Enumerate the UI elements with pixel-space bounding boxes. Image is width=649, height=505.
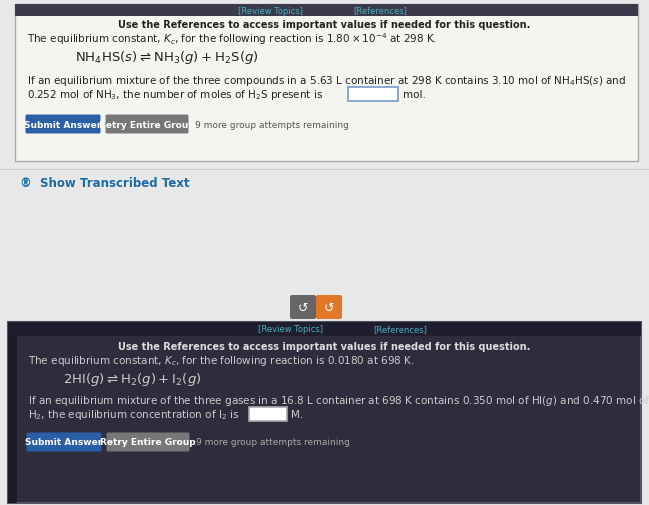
Text: [Review Topics]: [Review Topics] [238,7,302,16]
FancyBboxPatch shape [27,433,101,451]
Bar [8,322,641,503]
Bar [15,5,638,162]
Text: Submit Answer: Submit Answer [25,120,102,129]
Bar [15,5,638,17]
Text: ↺: ↺ [298,301,308,314]
Text: The equilibrium constant, $K_c$, for the following reaction is $1.80 \times 10^{: The equilibrium constant, $K_c$, for the… [27,31,437,47]
Text: Retry Entire Group: Retry Entire Group [100,438,196,446]
Text: $\mathrm{NH_4HS}(s) \rightleftharpoons \mathrm{NH_3}(g) + \mathrm{H_2S}(g)$: $\mathrm{NH_4HS}(s) \rightleftharpoons \… [75,48,259,65]
Text: ®  Show Transcribed Text: ® Show Transcribed Text [20,176,190,189]
Text: [References]: [References] [353,7,407,16]
Text: [Review Topics]: [Review Topics] [258,325,323,334]
Text: If an equilibrium mixture of the three compounds in a 5.63 L container at 298 K : If an equilibrium mixture of the three c… [27,74,626,88]
Bar [8,322,17,503]
Text: 9 more group attempts remaining: 9 more group attempts remaining [195,120,349,129]
Text: Use the References to access important values if needed for this question.: Use the References to access important v… [118,341,531,351]
Text: The equilibrium constant, $K_c$, for the following reaction is 0.0180 at 698 K.: The equilibrium constant, $K_c$, for the… [28,354,415,367]
Bar [348,88,398,102]
Text: 9 more group attempts remaining: 9 more group attempts remaining [196,438,350,446]
FancyBboxPatch shape [25,115,101,134]
Text: ↺: ↺ [324,301,334,314]
FancyBboxPatch shape [106,115,188,134]
Text: [References]: [References] [373,325,427,334]
Text: Use the References to access important values if needed for this question.: Use the References to access important v… [118,20,531,30]
Bar [249,407,287,421]
Text: Retry Entire Group: Retry Entire Group [99,120,195,129]
Text: mol.: mol. [403,90,426,100]
Text: H$_2$, the equilibrium concentration of I$_2$ is: H$_2$, the equilibrium concentration of … [28,407,239,421]
Text: If an equilibrium mixture of the three gases in a 16.8 L container at 698 K cont: If an equilibrium mixture of the three g… [28,393,649,407]
FancyBboxPatch shape [316,295,342,319]
Text: $2\mathrm{HI}(g) \rightleftharpoons \mathrm{H_2}(g) + \mathrm{I_2}(g)$: $2\mathrm{HI}(g) \rightleftharpoons \mat… [63,370,202,387]
FancyBboxPatch shape [290,295,316,319]
Text: 0.252 mol of $\mathrm{NH_3}$, the number of moles of $\mathrm{H_2S}$ present is: 0.252 mol of $\mathrm{NH_3}$, the number… [27,88,323,102]
FancyBboxPatch shape [106,433,190,451]
Text: M.: M. [291,409,303,419]
Bar [8,322,641,336]
Text: Submit Answer: Submit Answer [25,438,103,446]
